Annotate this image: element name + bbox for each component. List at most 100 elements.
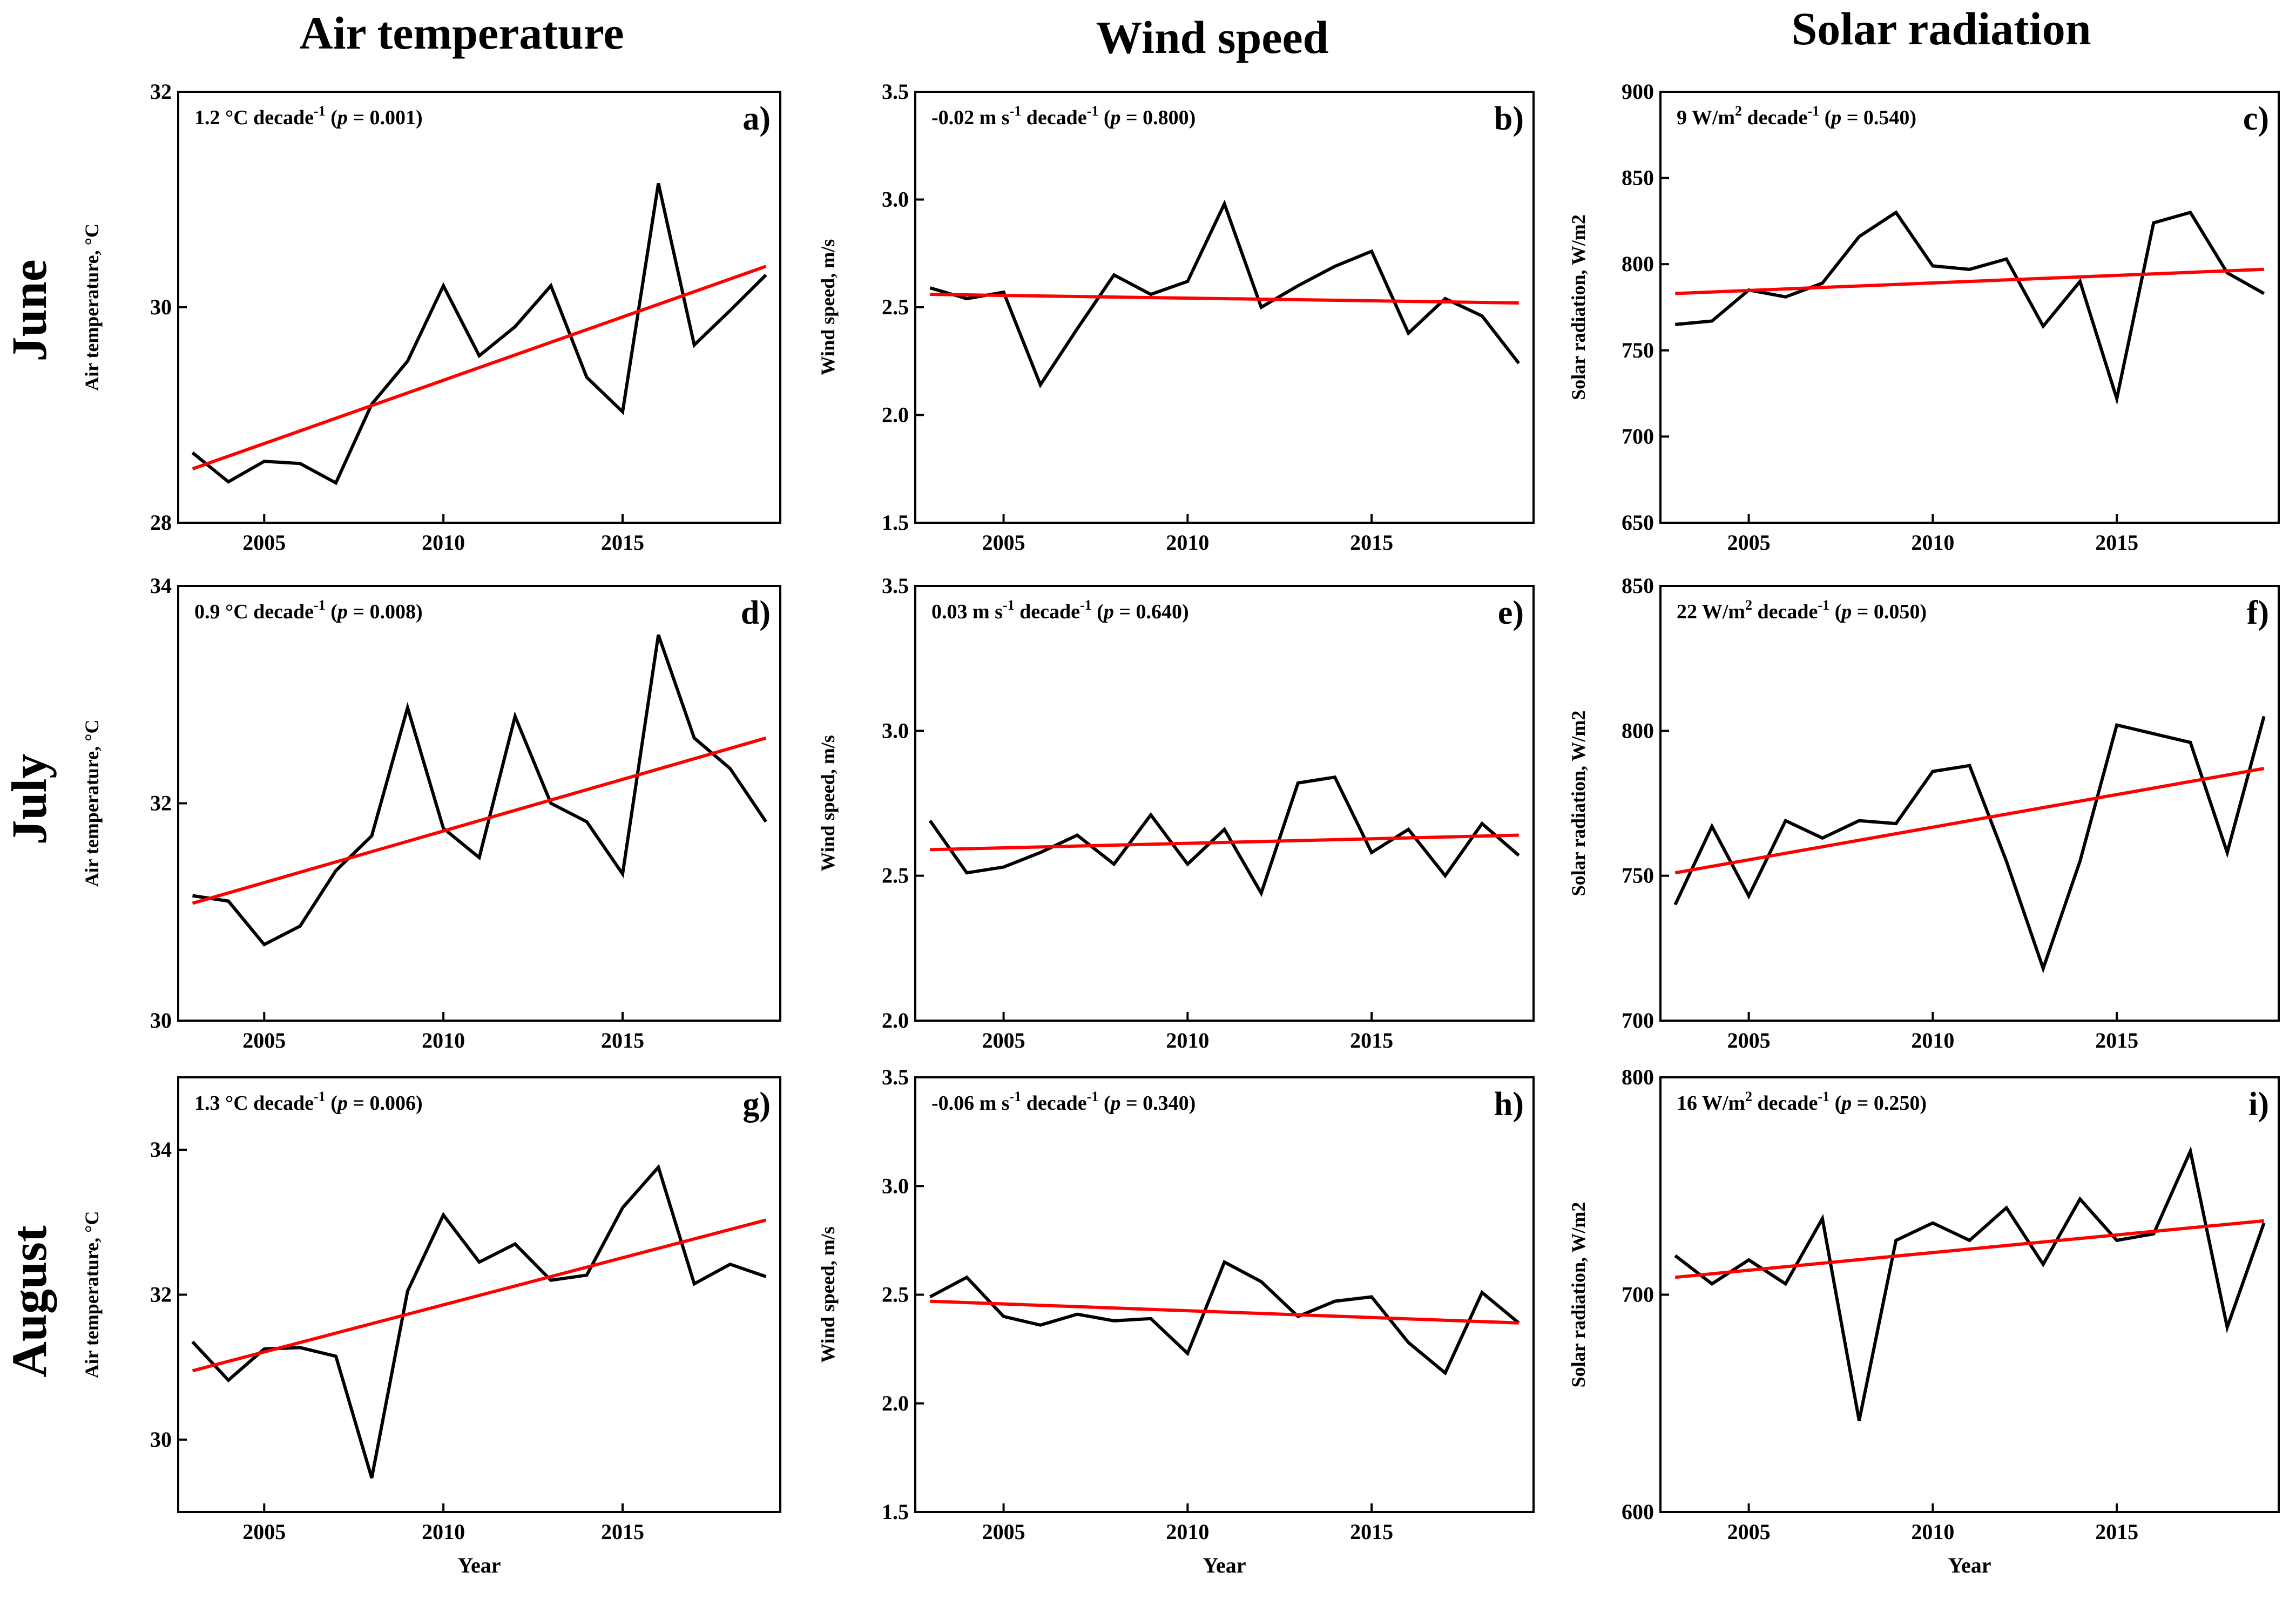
decade-exponent: -1 bbox=[1807, 103, 1819, 119]
row-title-august: August bbox=[2, 1225, 57, 1378]
p-value: = 0.340) bbox=[1120, 1092, 1196, 1115]
plot-frame bbox=[177, 585, 781, 1022]
trend-value: 22 W/m bbox=[1677, 601, 1745, 623]
paren-open: ( bbox=[1819, 106, 1831, 129]
panels-group: 28 30 32 2005 2010 2015 Air temperature, °C a) 1… bbox=[81, 79, 2280, 1577]
unit-exponent: -1 bbox=[1003, 597, 1015, 613]
x-tick-label: 2015 bbox=[2095, 530, 2138, 555]
paren-open: ( bbox=[1829, 601, 1841, 623]
plot-frame bbox=[914, 585, 1535, 1022]
y-tick-label: 2.5 bbox=[882, 295, 909, 319]
p-value: = 0.800) bbox=[1120, 106, 1196, 129]
x-tick-label: 2010 bbox=[1911, 1520, 1954, 1544]
column-title-solar-radiation: Solar radiation bbox=[1791, 3, 2091, 55]
trend-annotation: 16 W/m2 decade-1 (p = 0.250) bbox=[1677, 1089, 1927, 1115]
panel-c: 650 700 750 800 850 900 2005 2010 2015 Solar radi… bbox=[1568, 79, 2280, 555]
y-tick-label: 700 bbox=[1622, 1283, 1654, 1307]
x-axis-label: Year bbox=[1948, 1553, 1991, 1577]
x-tick-label: 2010 bbox=[1911, 530, 1954, 555]
trend-annotation: 1.2 °C decade-1 (p = 0.001) bbox=[194, 103, 423, 129]
y-tick-label: 2.5 bbox=[882, 863, 909, 888]
y-axis-label: Wind speed, m/s bbox=[817, 735, 839, 871]
panel-label: c) bbox=[2243, 100, 2269, 137]
x-tick-label: 2005 bbox=[1727, 530, 1771, 555]
x-axis-label: Year bbox=[1203, 1553, 1246, 1577]
trend-value: -0.02 m s bbox=[931, 106, 1010, 129]
x-tick-label: 2010 bbox=[1911, 1028, 1954, 1052]
x-tick-label: 2015 bbox=[601, 530, 644, 555]
y-tick-label: 2.0 bbox=[882, 403, 909, 427]
y-tick-label: 850 bbox=[1622, 166, 1654, 190]
x-tick-label: 2005 bbox=[1727, 1520, 1771, 1544]
trend-line bbox=[192, 1218, 767, 1373]
x-tick-label: 2015 bbox=[1350, 530, 1393, 555]
y-tick-label: 800 bbox=[1622, 1065, 1654, 1089]
trend-annotation: -0.06 m s-1 decade-1 (p = 0.340) bbox=[931, 1089, 1196, 1115]
y-tick-label: 1.5 bbox=[882, 1500, 909, 1524]
plot-frame bbox=[1659, 1076, 2280, 1513]
panel-label: b) bbox=[1494, 100, 1524, 137]
y-axis-label: Solar radiation, W/m2 bbox=[1568, 214, 1589, 400]
paren-open: ( bbox=[326, 106, 337, 129]
x-tick-label: 2005 bbox=[982, 1520, 1025, 1544]
decade-exponent: -1 bbox=[1818, 597, 1829, 613]
decade-word: decade bbox=[1752, 1092, 1818, 1115]
y-tick-label: 3.0 bbox=[882, 718, 909, 743]
p-value: = 0.008) bbox=[348, 601, 423, 623]
unit-exponent: -1 bbox=[1010, 1089, 1022, 1104]
p-value: = 0.006) bbox=[348, 1092, 423, 1115]
panel-label: e) bbox=[1498, 595, 1524, 631]
trend-annotation: 9 W/m2 decade-1 (p = 0.540) bbox=[1677, 103, 1916, 129]
y-tick-label: 2.0 bbox=[882, 1008, 909, 1033]
unit-exponent: 2 bbox=[1745, 597, 1752, 613]
paren-open: ( bbox=[1098, 106, 1110, 129]
trend-value: 16 W/m bbox=[1677, 1092, 1745, 1115]
trend-annotation: 22 W/m2 decade-1 (p = 0.050) bbox=[1677, 597, 1927, 623]
trend-value: 0.03 m s bbox=[931, 601, 1003, 623]
panel-e: 2.0 2.5 3.0 3.5 2005 2010 2015 Wind speed, m/s e… bbox=[817, 574, 1535, 1052]
observed-series-line bbox=[192, 634, 767, 947]
paren-open: ( bbox=[1829, 1092, 1841, 1115]
decade-exponent: -1 bbox=[314, 103, 326, 119]
trend-line bbox=[192, 265, 767, 471]
decade-exponent: -1 bbox=[1080, 597, 1092, 613]
x-tick-label: 2005 bbox=[1727, 1028, 1771, 1052]
trend-line bbox=[930, 1299, 1519, 1325]
x-tick-label: 2015 bbox=[1350, 1028, 1393, 1052]
trend-line bbox=[1674, 1219, 2265, 1279]
decade-word: decade bbox=[248, 1092, 314, 1115]
trend-annotation: 1.3 °C decade-1 (p = 0.006) bbox=[194, 1089, 423, 1115]
observed-series-line bbox=[1674, 1146, 2266, 1421]
row-title-july: July bbox=[2, 754, 57, 845]
x-axis-label: Year bbox=[458, 1553, 501, 1577]
x-tick-label: 2005 bbox=[242, 530, 286, 555]
trend-line bbox=[930, 293, 1519, 305]
y-tick-label: 900 bbox=[1622, 79, 1654, 104]
row-title-june: June bbox=[2, 259, 57, 361]
x-tick-label: 2015 bbox=[1350, 1520, 1393, 1544]
x-tick-label: 2005 bbox=[982, 530, 1025, 555]
decade-word: decade bbox=[1015, 601, 1080, 623]
panel-label: d) bbox=[741, 595, 771, 631]
panel-g: 30 32 34 2005 2010 2015 Air temperature, °C Yea… bbox=[81, 1076, 781, 1577]
p-symbol: p bbox=[1840, 601, 1852, 623]
trend-value: 1.2 °C bbox=[194, 106, 248, 129]
observed-series-line bbox=[1673, 716, 2266, 974]
y-tick-label: 30 bbox=[150, 1427, 172, 1452]
paren-open: ( bbox=[1098, 1092, 1110, 1115]
trend-annotation: 0.9 °C decade-1 (p = 0.008) bbox=[194, 597, 423, 623]
paren-open: ( bbox=[326, 1092, 337, 1115]
y-axis-label: Wind speed, m/s bbox=[817, 1226, 839, 1362]
decade-word: decade bbox=[1742, 106, 1807, 129]
y-tick-label: 3.5 bbox=[882, 79, 909, 104]
decade-word: decade bbox=[1752, 601, 1818, 623]
plot-frame bbox=[1659, 585, 2280, 1022]
column-title-wind-speed: Wind speed bbox=[1096, 11, 1329, 63]
y-tick-label: 750 bbox=[1622, 338, 1654, 362]
trend-line bbox=[1675, 267, 2264, 295]
panel-a: 28 30 32 2005 2010 2015 Air temperature, °C a) 1… bbox=[81, 79, 781, 555]
panel-label: a) bbox=[742, 100, 771, 137]
y-tick-label: 34 bbox=[150, 574, 172, 598]
panel-label: i) bbox=[2248, 1086, 2269, 1123]
trend-annotation: 0.03 m s-1 decade-1 (p = 0.640) bbox=[931, 597, 1189, 623]
